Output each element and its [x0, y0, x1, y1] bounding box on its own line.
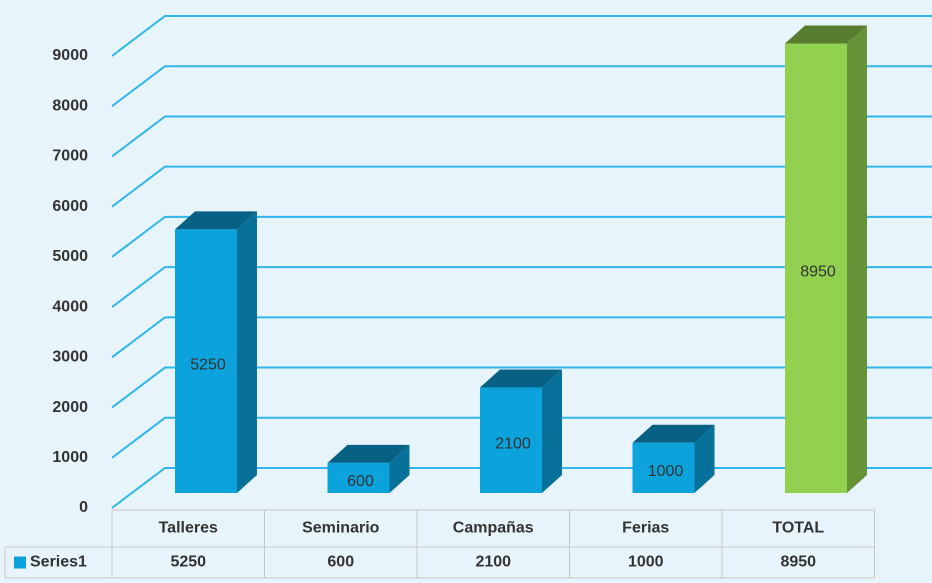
- grid-line: [111, 215, 932, 258]
- bar-side: [694, 424, 715, 493]
- grid-line: [111, 316, 932, 359]
- grid-line: [111, 416, 932, 459]
- bar-top: [327, 444, 410, 463]
- bar-side: [847, 25, 867, 494]
- x-tick-label: Ferias: [622, 520, 669, 537]
- grid-line: [111, 366, 932, 409]
- x-tick-label: Talleres: [159, 520, 218, 537]
- x-tick-label: Seminario: [302, 520, 380, 537]
- table-value: 2100: [475, 554, 511, 571]
- bar-side: [237, 211, 257, 494]
- bar: [327, 462, 390, 493]
- y-tick-label: 2000: [52, 399, 88, 416]
- grid-line: [111, 266, 932, 308]
- y-tick-label: 6000: [52, 198, 88, 215]
- bar-top: [175, 211, 257, 230]
- y-tick-label: 3000: [52, 349, 88, 366]
- data-label: 2100: [495, 435, 531, 452]
- y-tick-label: 8000: [52, 97, 88, 114]
- bar-side: [389, 444, 410, 493]
- y-tick-label: 0: [79, 499, 88, 516]
- data-label: 1000: [648, 463, 684, 480]
- grid-line: [111, 65, 932, 108]
- y-tick-label: 5000: [52, 248, 88, 265]
- y-tick-label: 4000: [52, 298, 88, 315]
- x-tick-label: TOTAL: [772, 520, 824, 537]
- table-value: 1000: [628, 554, 664, 571]
- data-label: 5250: [190, 356, 226, 373]
- table-value: 600: [327, 554, 354, 571]
- bar-side: [542, 369, 562, 493]
- bar: [480, 387, 542, 493]
- x-tick-label: Campañas: [453, 520, 534, 537]
- grid-line: [111, 165, 932, 208]
- y-tick-label: 7000: [52, 148, 88, 165]
- bar-top: [480, 369, 562, 388]
- legend-label: Series1: [30, 554, 87, 571]
- bar: [175, 229, 237, 494]
- data-label: 8950: [800, 263, 836, 280]
- y-tick-label: 1000: [52, 449, 88, 466]
- table-value: 5250: [170, 554, 206, 571]
- grid-line: [111, 115, 932, 158]
- grid-line: [111, 15, 932, 57]
- bar-top: [785, 25, 867, 44]
- legend-swatch: [14, 556, 26, 569]
- bar-top: [632, 424, 715, 443]
- bar: [632, 442, 695, 493]
- y-tick-label: 9000: [52, 47, 88, 64]
- data-label: 600: [347, 473, 374, 490]
- bar: [785, 43, 847, 494]
- table-value: 8950: [780, 554, 816, 571]
